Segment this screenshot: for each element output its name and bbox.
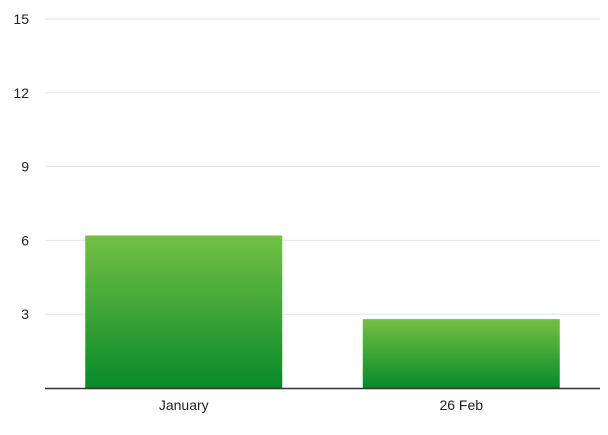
y-tick-label: 9	[21, 159, 29, 175]
bar-january	[85, 235, 283, 388]
bars	[85, 235, 560, 388]
y-axis-ticks: 3 6 9 12 15	[13, 11, 29, 322]
x-tick-label: 26 Feb	[439, 397, 483, 413]
y-tick-label: 6	[21, 232, 29, 248]
x-axis-ticks: January 26 Feb	[159, 397, 483, 413]
bar-26-feb	[362, 319, 560, 388]
y-tick-label: 3	[21, 306, 29, 322]
y-tick-label: 12	[13, 85, 29, 101]
x-tick-label: January	[159, 397, 209, 413]
y-tick-label: 15	[13, 11, 29, 27]
